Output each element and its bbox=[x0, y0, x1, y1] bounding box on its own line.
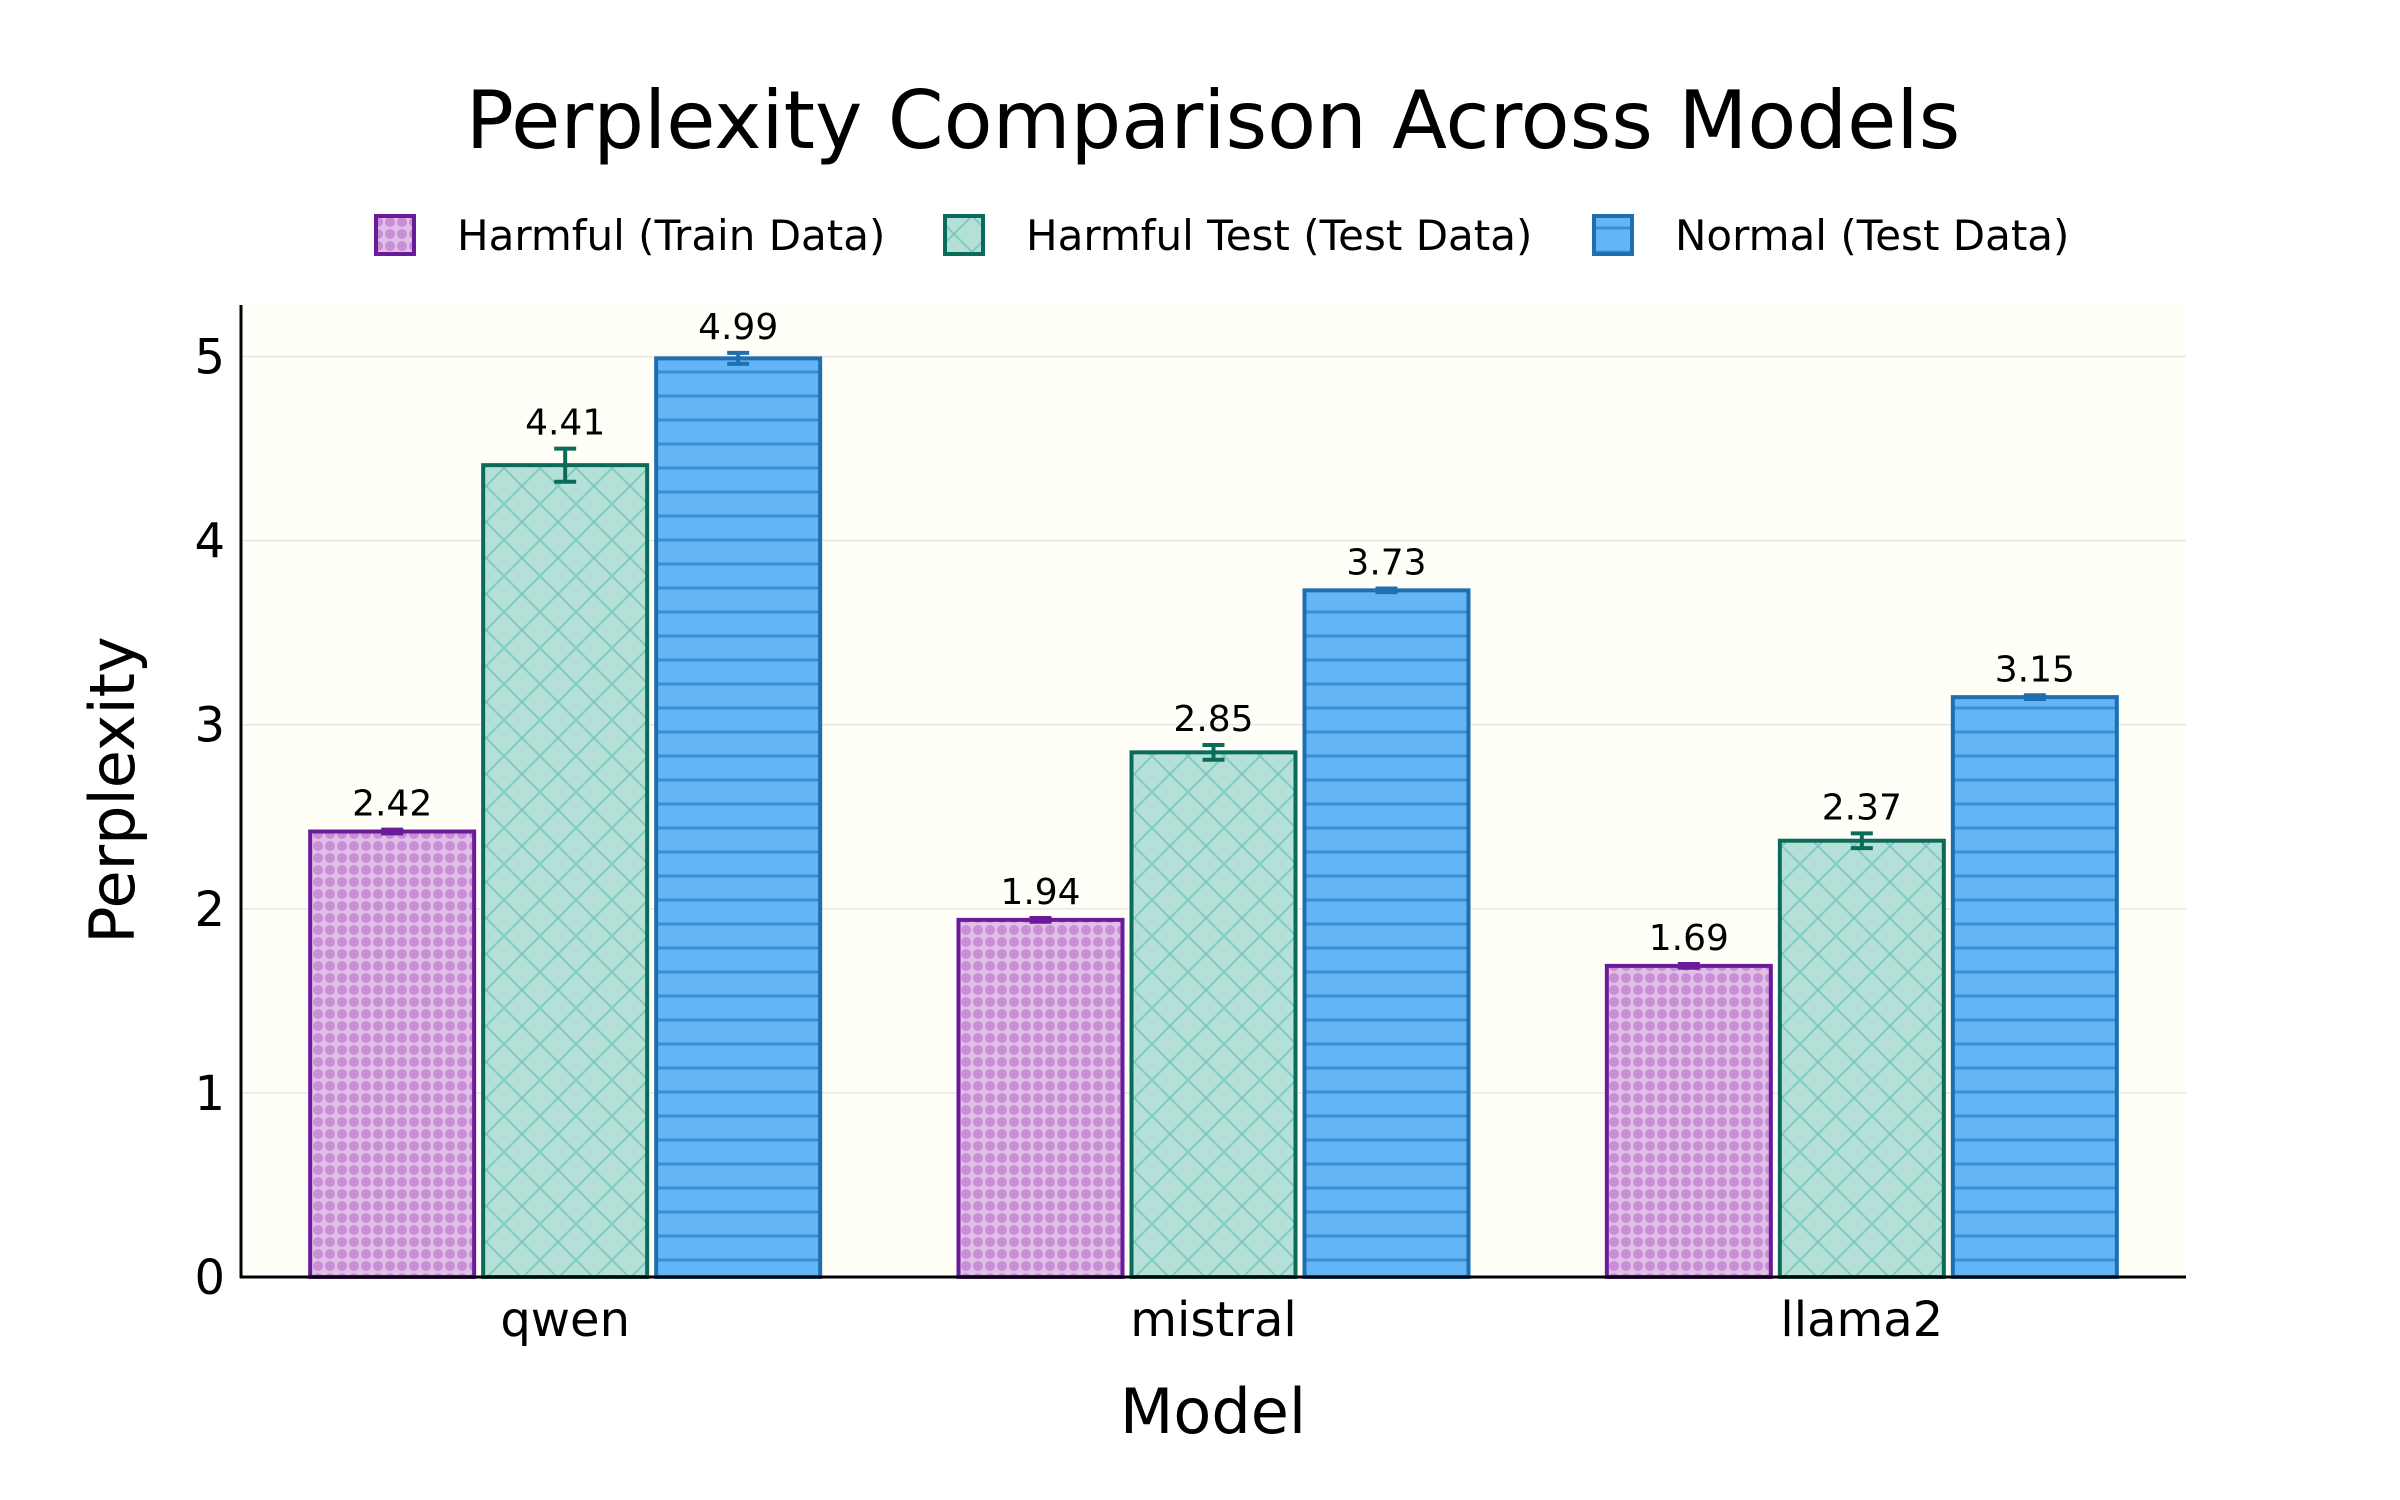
bar-llama2-2 bbox=[1950, 695, 2119, 1279]
error-bar-mistral-2 bbox=[1375, 586, 1398, 595]
legend-item-0: Harmful (Train Data) bbox=[374, 211, 885, 260]
error-bar-llama2-1 bbox=[1850, 831, 1873, 851]
legend-swatch-1 bbox=[943, 214, 985, 256]
y-tick-label-3: 3 bbox=[194, 698, 225, 754]
y-axis-label: Perplexity bbox=[76, 636, 149, 943]
legend-label-1: Harmful Test (Test Data) bbox=[1026, 211, 1532, 260]
bar-mistral-1 bbox=[1129, 750, 1298, 1279]
error-bar-qwen-1 bbox=[554, 446, 577, 484]
legend: Harmful (Train Data) Harmful Test (Test D… bbox=[374, 211, 2069, 260]
x-tick-label-mistral: mistral bbox=[1130, 1292, 1296, 1348]
bar-qwen-2 bbox=[654, 356, 823, 1279]
x-tick-label-llama2: llama2 bbox=[1780, 1292, 1943, 1348]
y-tick-label-2: 2 bbox=[194, 882, 225, 938]
y-ticks: 0 1 2 3 4 5 bbox=[194, 330, 225, 1306]
error-bar-mistral-1 bbox=[1202, 742, 1225, 762]
data-label-qwen-1: 4.41 bbox=[525, 403, 605, 444]
y-tick-label-1: 1 bbox=[194, 1066, 225, 1122]
data-labels: 2.42 4.41 4.99 1.94 2.85 3.73 1.69 2.37 3.15 bbox=[352, 307, 2075, 959]
data-label-mistral-0: 1.94 bbox=[1000, 872, 1080, 913]
error-bar-qwen-2 bbox=[727, 350, 750, 366]
legend-item-2: Normal (Test Data) bbox=[1592, 211, 2069, 260]
data-label-llama2-0: 1.69 bbox=[1649, 918, 1729, 959]
legend-label-0: Harmful (Train Data) bbox=[457, 211, 885, 260]
error-bar-qwen-0 bbox=[381, 827, 404, 836]
axes bbox=[239, 305, 2186, 1279]
data-label-llama2-1: 2.37 bbox=[1822, 787, 1902, 828]
bar-llama2-0 bbox=[1604, 963, 1773, 1279]
bars bbox=[308, 356, 2119, 1279]
bar-mistral-2 bbox=[1302, 588, 1471, 1279]
y-tick-label-5: 5 bbox=[194, 330, 225, 386]
y-tick-label-0: 0 bbox=[194, 1250, 225, 1306]
legend-item-1: Harmful Test (Test Data) bbox=[943, 211, 1532, 260]
data-label-mistral-1: 2.85 bbox=[1173, 699, 1253, 740]
x-ticks: qwen mistral llama2 bbox=[500, 1292, 1943, 1348]
chart-title: Perplexity Comparison Across Models bbox=[466, 74, 1961, 167]
x-axis-label: Model bbox=[1120, 1375, 1306, 1448]
bar-mistral-0 bbox=[956, 917, 1125, 1279]
legend-label-2: Normal (Test Data) bbox=[1675, 211, 2069, 260]
error-bar-mistral-0 bbox=[1029, 916, 1052, 924]
error-bar-llama2-2 bbox=[2023, 693, 2046, 701]
data-label-llama2-2: 3.15 bbox=[1995, 649, 2075, 690]
bar-qwen-1 bbox=[481, 463, 650, 1279]
data-label-mistral-2: 3.73 bbox=[1346, 543, 1426, 584]
error-bars bbox=[381, 350, 2046, 970]
legend-swatch-2 bbox=[1592, 214, 1634, 256]
bar-llama2-1 bbox=[1777, 838, 1946, 1279]
x-tick-label-qwen: qwen bbox=[500, 1292, 630, 1348]
error-bar-llama2-0 bbox=[1677, 962, 1700, 970]
bar-qwen-0 bbox=[308, 829, 477, 1279]
y-tick-label-4: 4 bbox=[194, 514, 225, 570]
data-label-qwen-0: 2.42 bbox=[352, 784, 432, 825]
data-label-qwen-2: 4.99 bbox=[698, 307, 778, 348]
legend-swatch-0 bbox=[374, 214, 416, 256]
